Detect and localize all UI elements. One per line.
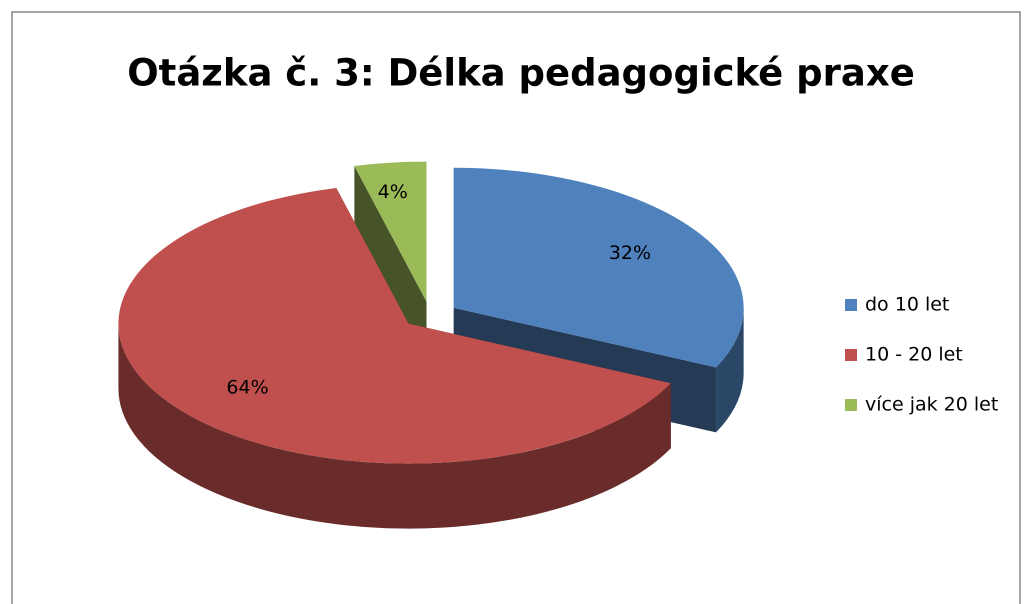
legend-label: více jak 20 let — [865, 394, 998, 416]
legend-swatch — [845, 399, 857, 411]
legend-swatch — [845, 349, 857, 361]
data-label: 64% — [226, 376, 268, 398]
slice — [118, 188, 671, 464]
legend-label: 10 - 20 let — [865, 344, 963, 366]
legend-swatch — [845, 299, 857, 311]
chart-title: Otázka č. 3: Délka pedagogické praxe — [127, 52, 915, 95]
data-label: 4% — [378, 181, 408, 203]
slice — [354, 161, 427, 302]
slice — [453, 167, 744, 368]
legend-label: do 10 let — [865, 294, 949, 316]
data-label: 32% — [609, 242, 651, 264]
slice-side — [118, 323, 671, 529]
slice-wall — [354, 165, 427, 367]
slice-side — [716, 307, 744, 433]
